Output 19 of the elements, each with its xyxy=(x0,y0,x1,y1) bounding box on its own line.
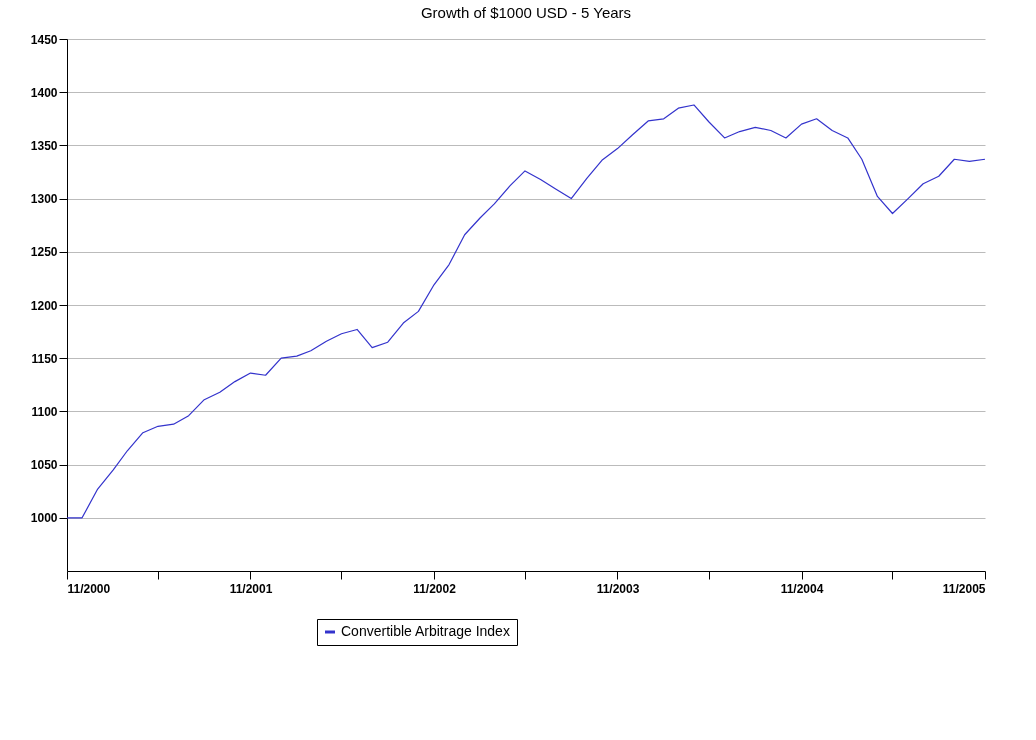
chart-title: Growth of $1000 USD - 5 Years xyxy=(420,4,632,21)
y-tick-label: 1100 xyxy=(31,404,58,419)
x-tick-label: 11/2005 xyxy=(942,581,986,596)
y-tick-label: 1450 xyxy=(30,32,58,47)
y-tick-label: 1400 xyxy=(30,85,58,100)
y-tick-label: 1250 xyxy=(30,245,58,260)
y-tick-label: 1150 xyxy=(31,351,58,366)
y-tick-label: 1200 xyxy=(30,298,58,313)
x-tick-label: 11/2001 xyxy=(229,581,273,596)
legend-label: Convertible Arbitrage Index xyxy=(341,623,510,639)
x-tick-label: 11/2003 xyxy=(596,581,640,596)
y-tick-label: 1300 xyxy=(30,192,58,207)
x-tick-label: 11/2000 xyxy=(67,581,111,596)
x-tick-label: 11/2002 xyxy=(413,581,457,596)
x-tick-label: 11/2004 xyxy=(780,581,824,596)
line-series xyxy=(66,104,986,519)
y-tick-label: 1350 xyxy=(30,138,58,153)
y-tick-label: 1000 xyxy=(30,511,58,526)
y-tick-label: 1050 xyxy=(30,458,58,473)
